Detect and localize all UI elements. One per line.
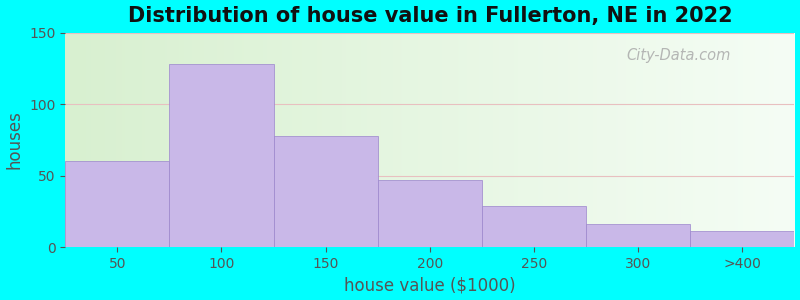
- X-axis label: house value ($1000): house value ($1000): [344, 276, 516, 294]
- Bar: [378, 180, 482, 247]
- Bar: [274, 136, 378, 247]
- Title: Distribution of house value in Fullerton, NE in 2022: Distribution of house value in Fullerton…: [127, 6, 732, 26]
- Bar: [66, 161, 170, 247]
- Bar: [586, 224, 690, 247]
- Bar: [170, 64, 274, 247]
- Bar: [482, 206, 586, 247]
- Text: City-Data.com: City-Data.com: [626, 48, 731, 63]
- Bar: [690, 231, 794, 247]
- Y-axis label: houses: houses: [6, 110, 23, 169]
